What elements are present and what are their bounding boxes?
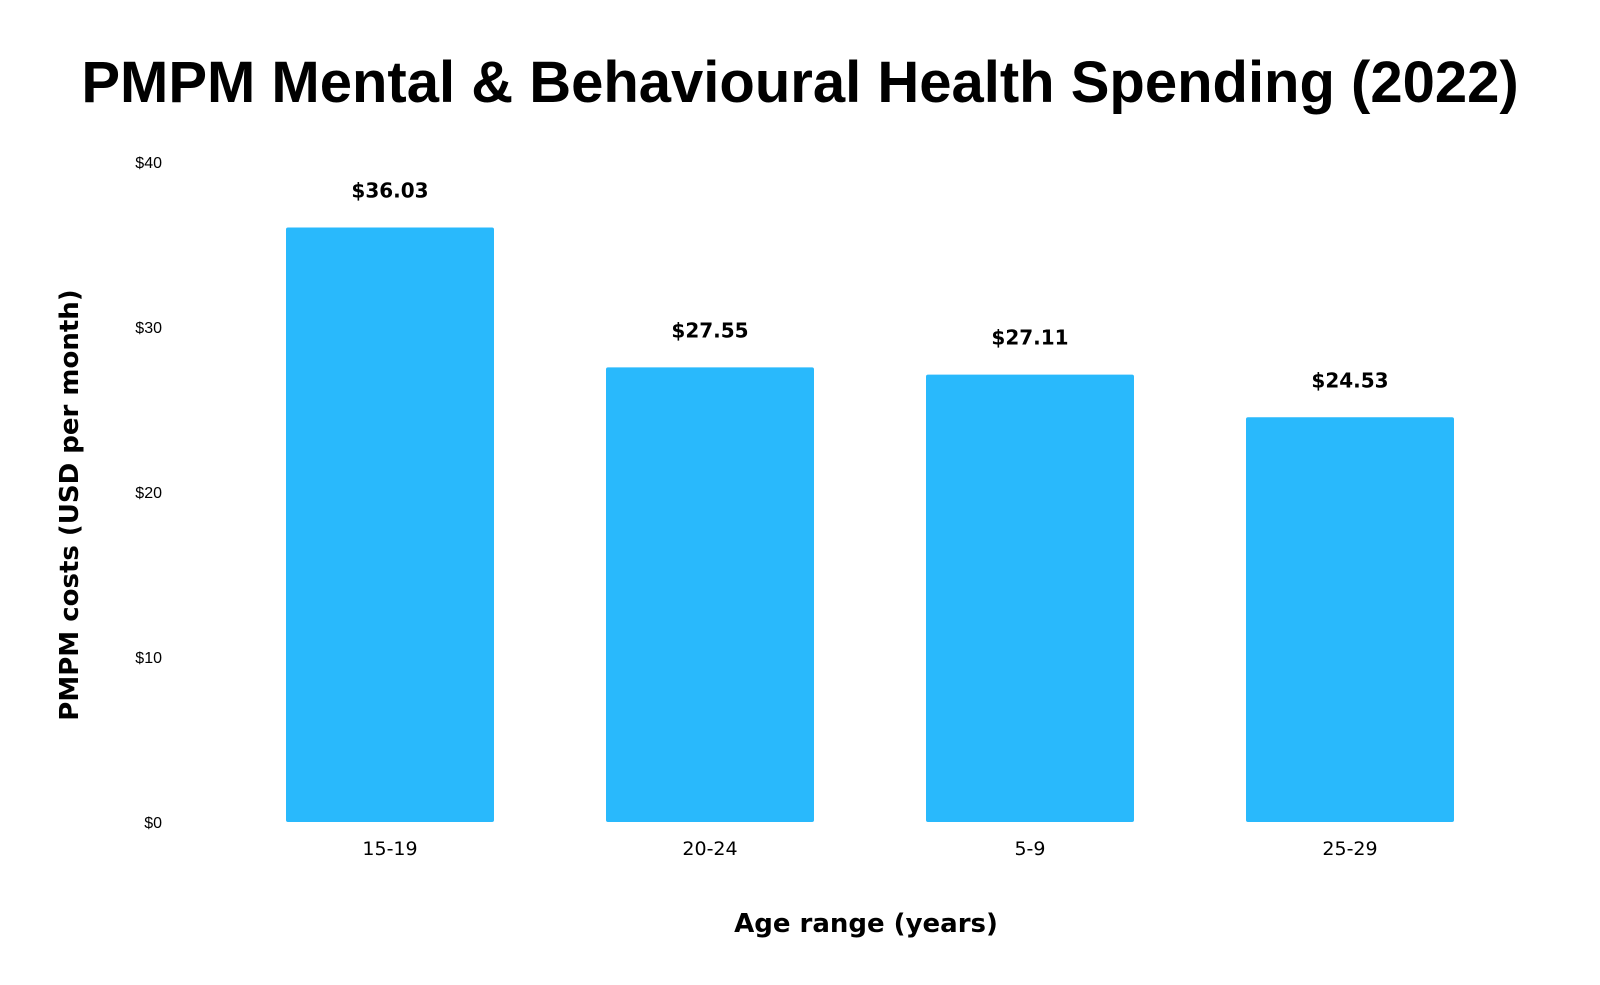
bars-group: [286, 227, 1454, 822]
x-axis-ticks: 15-19 20-24 5-9 25-29: [362, 838, 1377, 860]
x-tick-label: 15-19: [362, 838, 417, 860]
x-tick-label: 25-29: [1322, 838, 1377, 860]
y-axis-ticks: $0 $10 $20 $30 $40: [135, 155, 162, 832]
chart-title: PMPM Mental & Behavioural Health Spendin…: [81, 50, 1519, 115]
x-tick-label: 5-9: [1014, 838, 1045, 860]
bar-value-label: $24.53: [1311, 368, 1388, 392]
y-tick-label: $30: [135, 320, 162, 337]
value-labels-group: $36.03 $27.55 $27.11 $24.53: [351, 179, 1388, 393]
y-tick-label: $10: [135, 650, 162, 667]
bar-value-label: $27.11: [991, 326, 1068, 350]
bar: [606, 367, 814, 822]
bar: [1246, 417, 1454, 822]
bar-value-label: $27.55: [671, 318, 748, 342]
bar-value-label: $36.03: [351, 179, 428, 203]
bar: [926, 374, 1134, 822]
y-tick-label: $40: [135, 155, 162, 172]
y-tick-label: $20: [135, 485, 162, 502]
y-tick-label: $0: [144, 815, 162, 832]
y-axis-label: PMPM costs (USD per month): [55, 289, 85, 720]
x-axis-label: Age range (years): [734, 909, 998, 939]
x-tick-label: 20-24: [682, 838, 737, 860]
bar: [286, 227, 494, 822]
